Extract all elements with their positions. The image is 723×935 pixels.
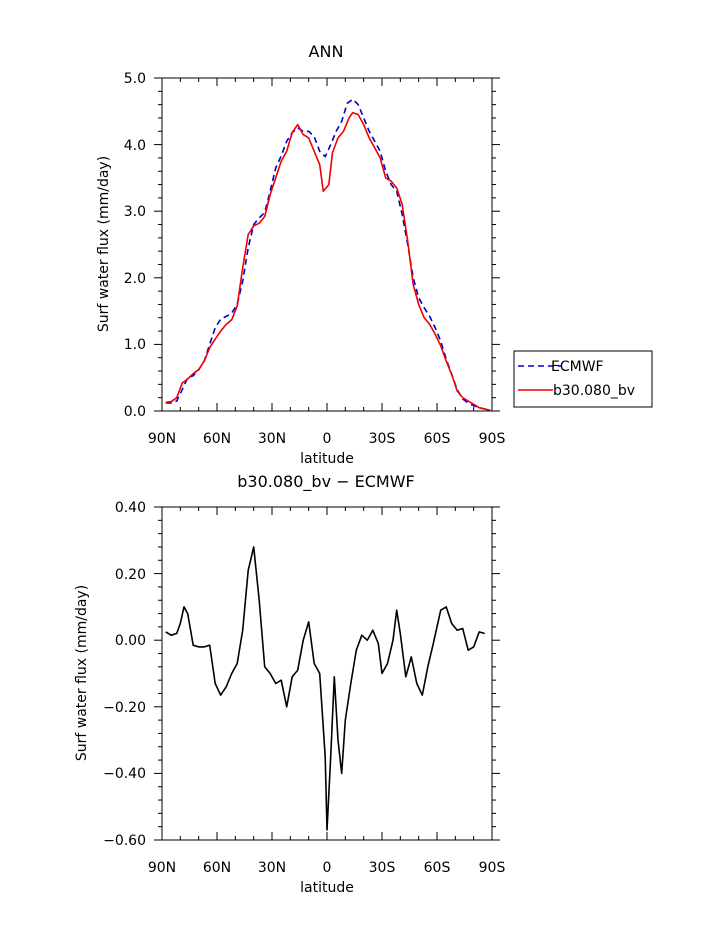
y-tick-label: 4.0 <box>124 138 146 154</box>
x-tick-label: 60N <box>203 431 231 447</box>
x-tick-label: 30N <box>258 860 286 876</box>
y-tick-label: 0.00 <box>115 633 146 649</box>
bottom-panel: b30.080_bv − ECMWF −0.60 −0.40 −0.20 0.0… <box>74 472 505 896</box>
legend: ECMWF b30.080_bv <box>513 350 653 408</box>
x-tick-label: 0 <box>323 860 332 876</box>
top-plot-frame <box>161 77 493 412</box>
y-tick-label: 5.0 <box>124 71 146 87</box>
bottom-axis-ticks <box>154 506 500 841</box>
top-x-tick-labels: 90N 60N 30N 0 30S 60S 90S <box>148 431 506 447</box>
top-chart-title: ANN <box>309 42 344 61</box>
x-tick-label: 30S <box>369 860 396 876</box>
y-tick-label: 0.0 <box>124 404 146 420</box>
y-tick-label: 3.0 <box>124 204 146 220</box>
x-tick-label: 60N <box>203 860 231 876</box>
y-tick-label: 0.40 <box>115 500 146 516</box>
x-tick-label: 90N <box>148 431 176 447</box>
x-tick-label: 30N <box>258 431 286 447</box>
top-panel: ANN 0.0 1.0 2.0 3.0 4.0 5.0 90N 60N 30N … <box>96 42 653 467</box>
top-series-group <box>165 98 491 412</box>
x-tick-label: 90N <box>148 860 176 876</box>
series-line-0-0 <box>165 98 491 412</box>
top-axis-ticks <box>154 77 500 412</box>
bottom-y-axis-label: Surf water flux (mm/day) <box>74 585 90 761</box>
legend-label-ecmwf: ECMWF <box>551 359 604 375</box>
y-tick-label: 0.20 <box>115 567 146 583</box>
bottom-chart-title: b30.080_bv − ECMWF <box>237 472 414 492</box>
top-y-axis-label: Surf water flux (mm/day) <box>96 156 112 332</box>
x-tick-label: 0 <box>323 431 332 447</box>
x-tick-label: 60S <box>424 860 451 876</box>
bottom-x-tick-labels: 90N 60N 30N 0 30S 60S 90S <box>148 860 506 876</box>
legend-box <box>513 350 653 408</box>
y-tick-label: −0.40 <box>103 766 146 782</box>
series-line-1-0 <box>165 546 485 831</box>
top-y-tick-labels: 0.0 1.0 2.0 3.0 4.0 5.0 <box>124 71 146 420</box>
x-tick-label: 90S <box>479 431 506 447</box>
series-line-0-1 <box>165 111 491 412</box>
bottom-x-axis-label: latitude <box>300 880 354 896</box>
legend-label-b30: b30.080_bv <box>553 383 635 399</box>
y-tick-label: 1.0 <box>124 337 146 353</box>
bottom-plot-frame <box>161 506 493 841</box>
y-tick-label: −0.20 <box>103 700 146 716</box>
y-tick-label: 2.0 <box>124 271 146 287</box>
bottom-y-tick-labels: −0.60 −0.40 −0.20 0.00 0.20 0.40 <box>103 500 146 849</box>
x-tick-label: 30S <box>369 431 396 447</box>
x-tick-label: 90S <box>479 860 506 876</box>
x-tick-label: 60S <box>424 431 451 447</box>
top-x-axis-label: latitude <box>300 451 354 467</box>
bottom-series-group <box>165 546 485 831</box>
y-tick-label: −0.60 <box>103 833 146 849</box>
